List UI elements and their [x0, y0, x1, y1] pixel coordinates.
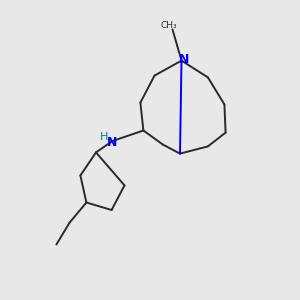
Text: N: N: [179, 52, 189, 66]
Text: H: H: [100, 132, 108, 142]
Text: N: N: [107, 136, 118, 149]
Text: CH₃: CH₃: [160, 21, 177, 30]
